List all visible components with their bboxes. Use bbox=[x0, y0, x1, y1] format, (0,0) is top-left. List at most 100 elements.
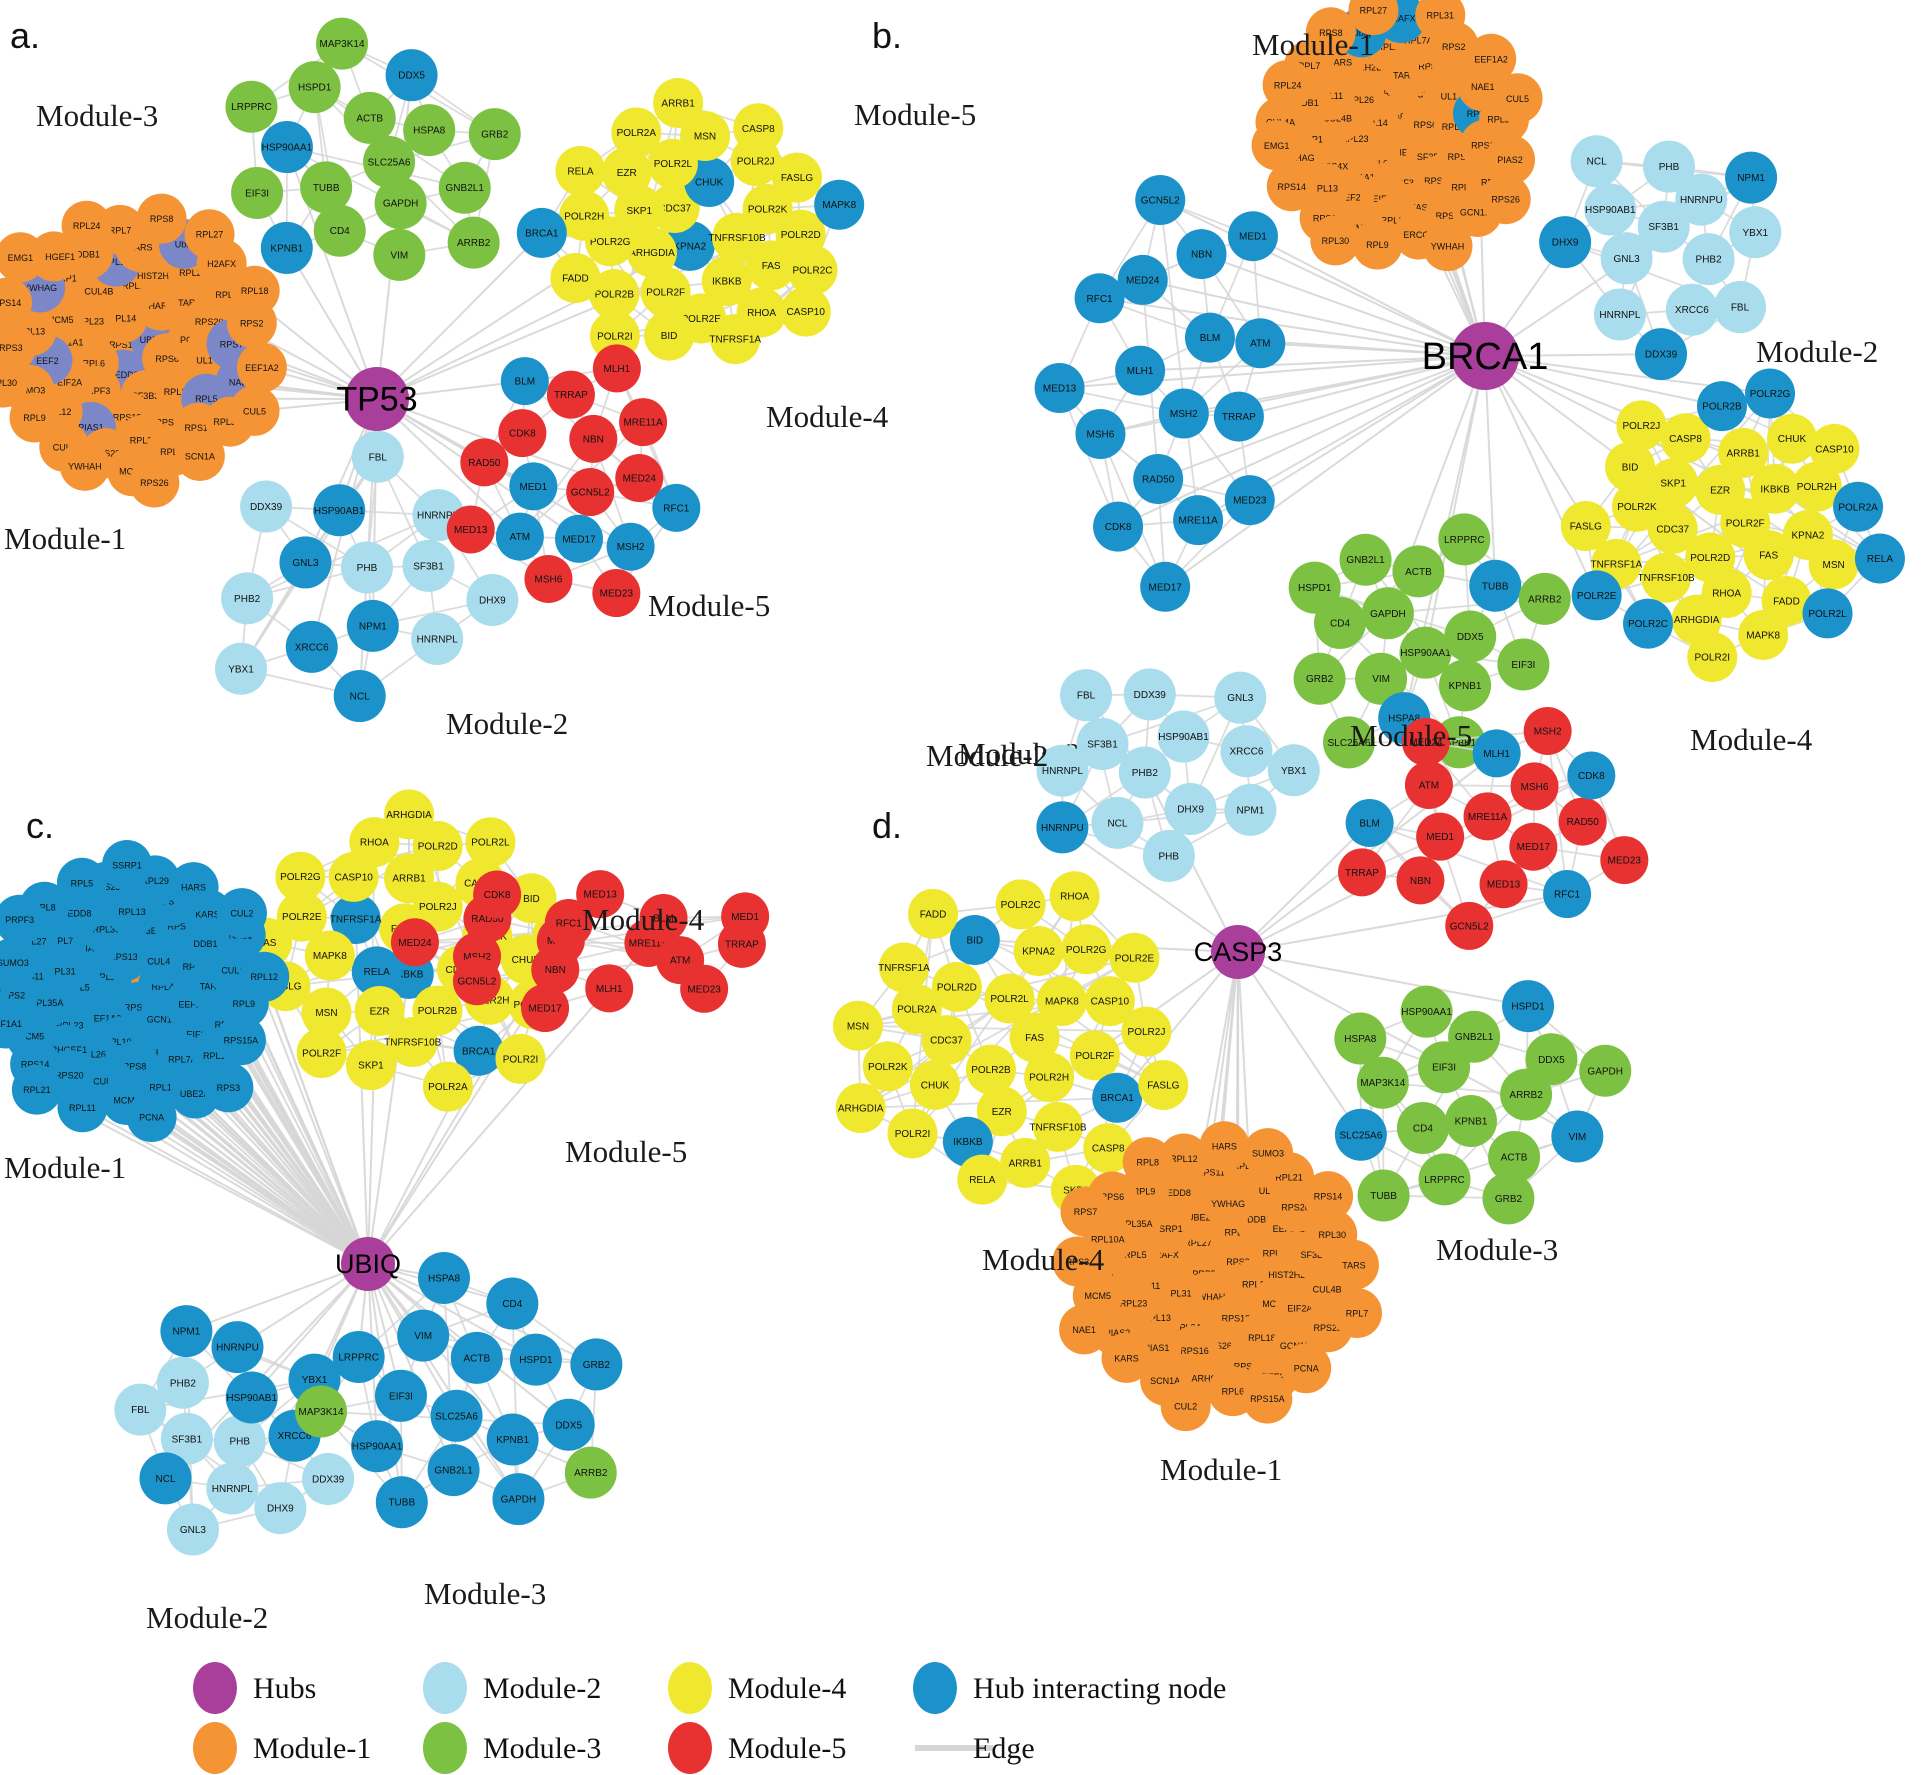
node-label: MED1 bbox=[1426, 832, 1454, 843]
node-label: DDX5 bbox=[1538, 1055, 1565, 1066]
node-label: VIM bbox=[1568, 1132, 1586, 1143]
node-HNRNPL bbox=[1593, 288, 1646, 341]
node-label: RPS13 bbox=[1424, 176, 1453, 186]
module-label: Module-1 bbox=[1252, 27, 1374, 62]
node-RPL30 bbox=[1310, 215, 1361, 266]
node-label: POLR2K bbox=[1617, 502, 1657, 513]
node-label: IKBKB bbox=[394, 969, 424, 980]
node-EEF1A2 bbox=[236, 342, 287, 393]
node-label: HSPA8 bbox=[428, 1274, 460, 1285]
node-MED17 bbox=[1140, 561, 1191, 612]
node-label: CUL2 bbox=[53, 442, 76, 452]
node-label: TRRAP bbox=[1222, 412, 1256, 423]
node-FBL bbox=[1713, 281, 1766, 334]
node-label: YWHAH bbox=[68, 461, 102, 471]
node-RFC1 bbox=[1543, 870, 1592, 919]
node-label: CDC37 bbox=[930, 1036, 963, 1047]
node-label: RPS2 bbox=[1226, 1257, 1250, 1267]
node-label: MAP3K14 bbox=[299, 1407, 344, 1418]
node-PCNA bbox=[126, 1092, 177, 1143]
hub-label: BRCA1 bbox=[1422, 336, 1549, 378]
legend-label: Module-1 bbox=[253, 1732, 371, 1765]
node-label: RPL12 bbox=[1170, 1154, 1198, 1164]
node-label: CUL5 bbox=[1506, 94, 1529, 104]
legend-label: Hubs bbox=[253, 1672, 316, 1705]
node-POLR2J bbox=[1616, 400, 1667, 451]
node-CASP10 bbox=[1084, 976, 1135, 1027]
node-label: RPL21 bbox=[23, 1085, 51, 1095]
node-label: IKBKB bbox=[712, 277, 742, 288]
node-RPS7 bbox=[1060, 1186, 1111, 1237]
module-label: Module-1 bbox=[4, 521, 126, 556]
node-label: RPL24 bbox=[73, 221, 101, 231]
node-label: SCN1A bbox=[1150, 1376, 1180, 1386]
node-MED13 bbox=[446, 505, 495, 554]
node-label: RPL27 bbox=[1184, 1238, 1212, 1248]
node-label: SCN1A bbox=[185, 451, 215, 461]
hub-edge bbox=[1140, 355, 1486, 372]
node-RPL12 bbox=[239, 951, 290, 1002]
node-label: POLR2F bbox=[1075, 1051, 1114, 1062]
node-label: SUMO3 bbox=[0, 958, 29, 968]
node-label: FBL bbox=[1077, 691, 1096, 702]
node-label: RPL9 bbox=[232, 999, 255, 1009]
node-label: POLR2D bbox=[781, 230, 821, 241]
node-label: POLR2F bbox=[302, 1049, 341, 1060]
edge bbox=[1546, 730, 1568, 895]
node-CHUK bbox=[1766, 413, 1817, 464]
node-label: MED24 bbox=[1126, 275, 1160, 286]
node-EZR bbox=[354, 985, 405, 1036]
node-label: UBE2M bbox=[180, 1089, 211, 1099]
node-POLR2A bbox=[422, 1061, 473, 1112]
node-POLR2H bbox=[1024, 1052, 1075, 1103]
node-label: MED24 bbox=[623, 474, 657, 485]
node-label: RPL9 bbox=[1366, 240, 1389, 250]
node-RPS15A bbox=[1242, 1373, 1293, 1424]
node-label: RHOA bbox=[1060, 892, 1089, 903]
node-label: FASLG bbox=[1570, 522, 1602, 533]
node-KARS bbox=[1101, 1332, 1152, 1383]
node-label: UBE2M bbox=[1187, 1212, 1218, 1222]
node-label: VIM bbox=[390, 250, 408, 261]
node-DDX39 bbox=[302, 1452, 355, 1505]
node-label: SKP1 bbox=[1660, 479, 1686, 490]
node-KPNB1 bbox=[260, 221, 313, 274]
node-label: RPL23 bbox=[76, 317, 104, 327]
node-KPNA2 bbox=[1013, 925, 1064, 976]
node-DDX39 bbox=[1123, 668, 1176, 721]
node-label: POLR2J bbox=[1622, 421, 1660, 432]
node-BID bbox=[644, 310, 695, 361]
node-BID bbox=[1605, 441, 1656, 492]
node-label: RPL23 bbox=[1120, 1299, 1148, 1309]
node-label: DDB1 bbox=[1295, 98, 1319, 108]
node-label: NPM1 bbox=[1237, 805, 1265, 816]
node-label: TNFRSF1A bbox=[709, 335, 761, 346]
node-RPL5 bbox=[56, 857, 107, 908]
node-label: HNRNPU bbox=[1680, 195, 1723, 206]
node-label: CDK8 bbox=[1578, 771, 1605, 782]
node-label: TUBB bbox=[1482, 581, 1509, 592]
hub-edge bbox=[376, 232, 543, 400]
node-MSH6 bbox=[1510, 762, 1559, 811]
node-RPL21 bbox=[11, 1064, 62, 1115]
legend-dot-m5 bbox=[668, 1722, 712, 1774]
node-label: PIAS1 bbox=[1407, 202, 1433, 212]
node-label: MSH6 bbox=[535, 575, 563, 586]
node-DDX39 bbox=[1635, 328, 1688, 381]
node-label: POLR2J bbox=[1128, 1027, 1166, 1038]
node-label: MSH2 bbox=[617, 542, 645, 553]
node-label: RPL8 bbox=[160, 447, 183, 457]
node-label: ARHGDIA bbox=[629, 248, 675, 259]
node-MAPK8 bbox=[1036, 976, 1087, 1027]
node-XRCC6 bbox=[285, 620, 338, 673]
node-HSP90AB1 bbox=[1157, 710, 1210, 763]
node-label: MSN bbox=[315, 1008, 337, 1019]
node-label: RPS13 bbox=[109, 952, 138, 962]
node-label: POLR2I bbox=[503, 1054, 539, 1065]
node-RPS3 bbox=[203, 1062, 254, 1113]
node-label: XRCC6 bbox=[1675, 305, 1709, 316]
module-label: Module-3 bbox=[424, 1576, 546, 1611]
node-label: RPS7 bbox=[1074, 1207, 1098, 1217]
node-label: ARRB2 bbox=[1528, 594, 1562, 605]
node-HNRNPU bbox=[211, 1321, 264, 1374]
